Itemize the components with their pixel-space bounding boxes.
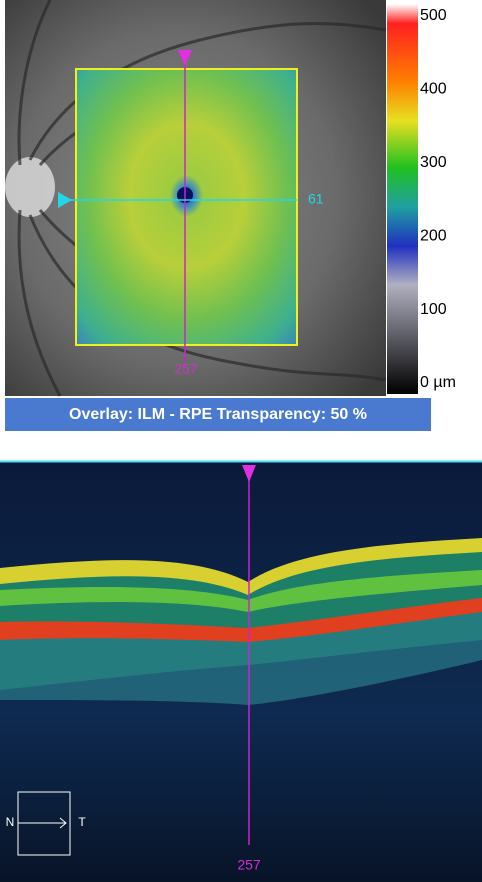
vertical-scan-label: 257 <box>174 361 198 377</box>
colorbar <box>387 4 418 394</box>
orientation-right: T <box>78 815 86 829</box>
colorbar-label: 500 <box>420 7 447 24</box>
colorbar-label: 100 <box>420 301 447 318</box>
bscan-scan-label: 257 <box>237 857 261 873</box>
colorbar-label: 400 <box>420 81 447 98</box>
overlay-caption-bar <box>5 398 431 431</box>
overlay-caption: Overlay: ILM - RPE Transparency: 50 % <box>69 406 367 423</box>
colorbar-labels: 500 400 300 200 100 0 µm <box>420 7 456 391</box>
horizontal-scan-label: 61 <box>308 191 324 207</box>
horizontal-scan-marker <box>58 192 72 208</box>
rpe-layer <box>0 598 482 642</box>
optic-disc <box>5 157 55 217</box>
bscan-position-marker <box>242 465 256 482</box>
plexiform-layer <box>0 570 482 612</box>
colorbar-label: 300 <box>420 154 447 171</box>
choroid <box>0 612 482 705</box>
vertical-scan-marker <box>178 50 192 66</box>
thickness-overlay <box>75 68 298 346</box>
nerve-fiber-layer <box>0 538 482 595</box>
orientation-arrowhead <box>59 817 67 829</box>
colorbar-label: 0 µm <box>420 374 456 391</box>
colorbar-label: 200 <box>420 227 447 244</box>
orientation-left: N <box>6 815 15 829</box>
